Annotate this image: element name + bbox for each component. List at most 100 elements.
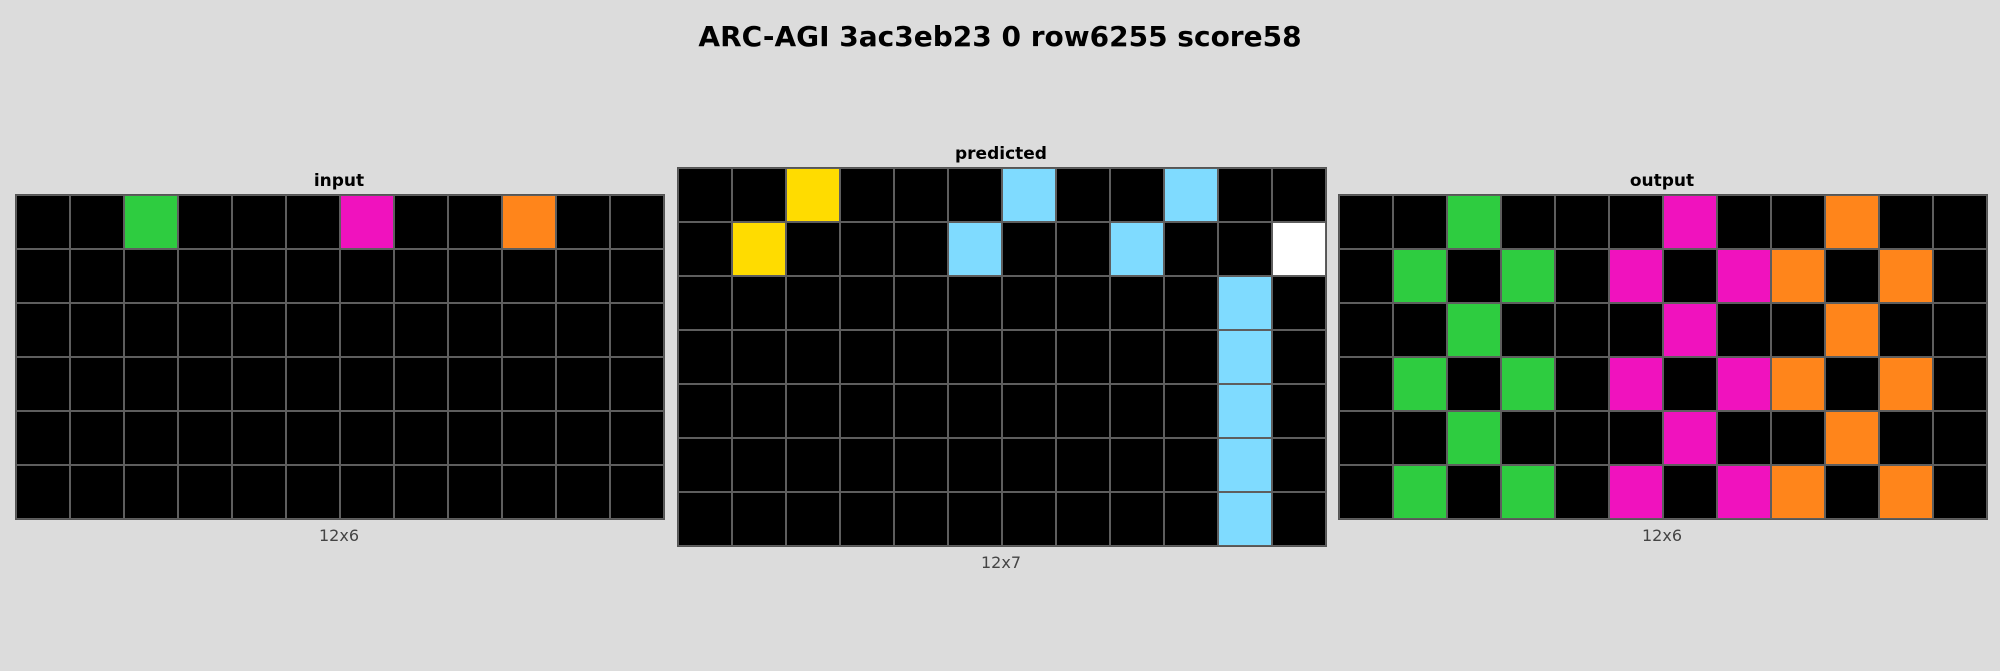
output-cell-r1-c8: [1771, 249, 1825, 303]
predicted-cell-r2-c3: [840, 276, 894, 330]
input-cell-r2-c3: [178, 303, 232, 357]
output-cell-r0-c1: [1393, 195, 1447, 249]
output-cell-r4-c2: [1447, 411, 1501, 465]
predicted-cell-r4-c2: [786, 384, 840, 438]
predicted-cell-r0-c9: [1164, 168, 1218, 222]
input-cell-r5-c4: [232, 465, 286, 519]
output-cell-r2-c3: [1501, 303, 1555, 357]
predicted-cell-r2-c10: [1218, 276, 1272, 330]
input-cell-r2-c6: [340, 303, 394, 357]
input-cell-r0-c1: [70, 195, 124, 249]
predicted-cell-r3-c10: [1218, 330, 1272, 384]
predicted-grid: [677, 167, 1327, 547]
output-cell-r2-c5: [1609, 303, 1663, 357]
predicted-cell-r1-c0: [678, 222, 732, 276]
predicted-cell-r5-c11: [1272, 438, 1326, 492]
output-cell-r4-c9: [1825, 411, 1879, 465]
output-cell-r1-c4: [1555, 249, 1609, 303]
input-cell-r5-c0: [16, 465, 70, 519]
predicted-cell-r2-c7: [1056, 276, 1110, 330]
output-cell-r4-c0: [1339, 411, 1393, 465]
predicted-cell-r3-c8: [1110, 330, 1164, 384]
input-cell-r4-c9: [502, 411, 556, 465]
output-cell-r0-c8: [1771, 195, 1825, 249]
input-cell-r2-c0: [16, 303, 70, 357]
output-cell-r2-c9: [1825, 303, 1879, 357]
output-cell-r1-c9: [1825, 249, 1879, 303]
input-cell-r0-c11: [610, 195, 664, 249]
input-cell-r5-c3: [178, 465, 232, 519]
input-grid-dimensions: 12x6: [318, 526, 359, 545]
output-cell-r0-c3: [1501, 195, 1555, 249]
input-cell-r1-c4: [232, 249, 286, 303]
predicted-cell-r5-c7: [1056, 438, 1110, 492]
predicted-cell-r5-c5: [948, 438, 1002, 492]
output-cell-r5-c6: [1663, 465, 1717, 519]
input-cell-r5-c9: [502, 465, 556, 519]
input-cell-r3-c4: [232, 357, 286, 411]
input-cell-r0-c3: [178, 195, 232, 249]
input-cell-r2-c7: [394, 303, 448, 357]
predicted-cell-r6-c7: [1056, 492, 1110, 546]
predicted-panel: predicted 12x7: [677, 141, 1327, 572]
predicted-cell-r2-c9: [1164, 276, 1218, 330]
predicted-cell-r3-c7: [1056, 330, 1110, 384]
input-cell-r5-c10: [556, 465, 610, 519]
input-cell-r4-c8: [448, 411, 502, 465]
output-cell-r0-c2: [1447, 195, 1501, 249]
output-cell-r2-c10: [1879, 303, 1933, 357]
predicted-cell-r1-c7: [1056, 222, 1110, 276]
predicted-cell-r6-c0: [678, 492, 732, 546]
input-cell-r5-c5: [286, 465, 340, 519]
predicted-cell-r3-c3: [840, 330, 894, 384]
output-cell-r3-c5: [1609, 357, 1663, 411]
output-cell-r5-c1: [1393, 465, 1447, 519]
predicted-cell-r2-c1: [732, 276, 786, 330]
input-cell-r4-c4: [232, 411, 286, 465]
output-cell-r3-c2: [1447, 357, 1501, 411]
predicted-cell-r1-c2: [786, 222, 840, 276]
input-cell-r5-c2: [124, 465, 178, 519]
predicted-cell-r4-c4: [894, 384, 948, 438]
input-cell-r1-c0: [16, 249, 70, 303]
predicted-cell-r1-c10: [1218, 222, 1272, 276]
predicted-cell-r0-c3: [840, 168, 894, 222]
output-cell-r0-c6: [1663, 195, 1717, 249]
output-cell-r4-c8: [1771, 411, 1825, 465]
input-cell-r0-c5: [286, 195, 340, 249]
input-cell-r5-c1: [70, 465, 124, 519]
predicted-cell-r5-c4: [894, 438, 948, 492]
predicted-cell-r1-c11: [1272, 222, 1326, 276]
predicted-cell-r1-c1: [732, 222, 786, 276]
predicted-cell-r6-c3: [840, 492, 894, 546]
input-cell-r4-c0: [16, 411, 70, 465]
output-cell-r4-c1: [1393, 411, 1447, 465]
output-cell-r0-c11: [1933, 195, 1987, 249]
predicted-cell-r3-c1: [732, 330, 786, 384]
input-cell-r1-c8: [448, 249, 502, 303]
input-cell-r4-c7: [394, 411, 448, 465]
input-cell-r1-c1: [70, 249, 124, 303]
input-cell-r3-c2: [124, 357, 178, 411]
input-panel: input 12x6: [15, 168, 665, 545]
input-cell-r2-c4: [232, 303, 286, 357]
predicted-cell-r5-c0: [678, 438, 732, 492]
output-panel-title: output: [1629, 171, 1695, 191]
output-cell-r5-c11: [1933, 465, 1987, 519]
predicted-cell-r4-c11: [1272, 384, 1326, 438]
output-cell-r2-c6: [1663, 303, 1717, 357]
input-cell-r4-c6: [340, 411, 394, 465]
predicted-cell-r4-c6: [1002, 384, 1056, 438]
predicted-cell-r2-c4: [894, 276, 948, 330]
predicted-cell-r2-c2: [786, 276, 840, 330]
predicted-cell-r6-c9: [1164, 492, 1218, 546]
output-cell-r0-c9: [1825, 195, 1879, 249]
predicted-cell-r2-c5: [948, 276, 1002, 330]
input-cell-r3-c0: [16, 357, 70, 411]
input-cell-r2-c10: [556, 303, 610, 357]
output-cell-r3-c10: [1879, 357, 1933, 411]
predicted-cell-r2-c0: [678, 276, 732, 330]
predicted-cell-r6-c10: [1218, 492, 1272, 546]
input-cell-r1-c11: [610, 249, 664, 303]
predicted-cell-r3-c6: [1002, 330, 1056, 384]
